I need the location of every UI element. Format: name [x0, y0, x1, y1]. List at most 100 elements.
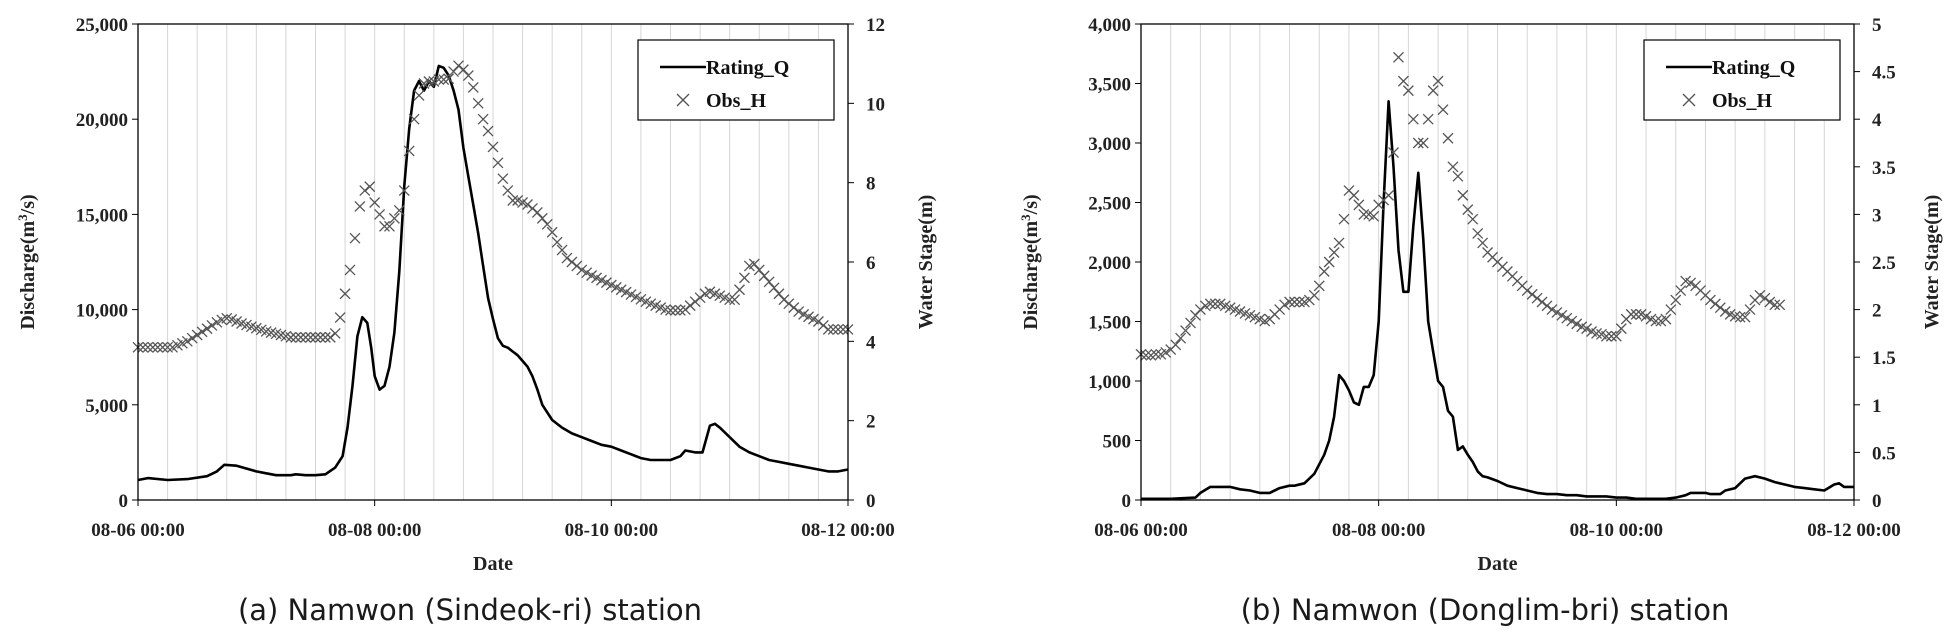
- obs-h-point: [290, 331, 302, 343]
- obs-h-point: [817, 320, 829, 331]
- obs-h-point: [379, 220, 390, 232]
- chart-a-obs-h-markers: [132, 60, 854, 353]
- obs-h-point: [1625, 308, 1637, 320]
- obs-h-point: [142, 341, 154, 353]
- obs-h-point: [300, 331, 312, 343]
- obs-h-point: [1284, 296, 1296, 308]
- obs-h-point: [1704, 294, 1716, 306]
- obs-h-point: [295, 331, 307, 343]
- x-tick-label: 08-12 00:00: [801, 520, 894, 541]
- chart-b-legend-box: [1643, 39, 1841, 121]
- y2-tick-label: 4.5: [1872, 63, 1896, 84]
- obs-h-point: [561, 252, 573, 264]
- obs-h-point: [788, 302, 800, 314]
- chart-b-y2-axis-title: Water Stage(m): [1921, 195, 1943, 330]
- obs-h-point: [783, 298, 795, 310]
- obs-h-point: [1358, 208, 1370, 220]
- obs-h-point: [1566, 315, 1578, 327]
- obs-h-point: [201, 323, 213, 335]
- y-tick-label: 15,000: [76, 205, 128, 226]
- y-tick-label: 2,500: [1088, 194, 1131, 215]
- obs-h-point: [393, 204, 405, 216]
- obs-h-point: [526, 202, 538, 214]
- obs-h-point: [398, 185, 410, 197]
- obs-h-point: [734, 284, 745, 296]
- obs-h-point: [181, 335, 193, 347]
- obs-h-point: [1571, 318, 1583, 330]
- obs-h-point: [768, 282, 780, 294]
- obs-h-point: [1739, 311, 1751, 323]
- y2-tick-label: 2.5: [1872, 253, 1896, 274]
- y2-tick-label: 3.5: [1872, 158, 1896, 179]
- obs-h-point: [388, 212, 400, 224]
- obs-h-point: [206, 320, 218, 331]
- obs-h-point: [305, 331, 317, 343]
- obs-h-point: [191, 329, 203, 341]
- obs-h-point: [1452, 170, 1464, 182]
- obs-h-point: [453, 60, 464, 72]
- obs-h-point: [1665, 304, 1677, 316]
- legend-x-stroke: [1682, 93, 1696, 107]
- obs-h-point: [467, 82, 479, 93]
- obs-h-point: [1675, 285, 1687, 297]
- obs-h-point: [1521, 285, 1533, 297]
- chart-b-legend-x-marker: [1682, 93, 1696, 107]
- obs-h-point: [679, 304, 691, 316]
- obs-h-point: [541, 218, 553, 230]
- obs-h-point: [1185, 317, 1196, 329]
- obs-h-point: [1175, 332, 1187, 344]
- obs-h-point: [1383, 189, 1395, 201]
- y-tick-label: 2,000: [1088, 253, 1131, 274]
- y-tick-label: 20,000: [76, 110, 128, 131]
- obs-h-point: [324, 331, 336, 343]
- obs-h-point: [1541, 300, 1553, 312]
- obs-h-point: [1551, 306, 1563, 318]
- obs-h-point: [763, 276, 775, 288]
- obs-h-point: [1610, 330, 1622, 342]
- chart-a-x-axis-title: Date: [473, 553, 513, 575]
- obs-h-point: [1338, 213, 1350, 225]
- obs-h-point: [1556, 309, 1568, 321]
- y2-tick-label: 5: [1872, 15, 1882, 36]
- obs-h-point: [1353, 199, 1365, 211]
- obs-h-point: [1407, 113, 1419, 125]
- obs-h-point: [1432, 75, 1444, 87]
- obs-h-point: [1467, 213, 1479, 225]
- y2-tick-label: 3: [1872, 205, 1882, 226]
- chart-a-legend-obs-h: Obs_H: [706, 90, 766, 112]
- y2-tick-label: 12: [866, 15, 885, 36]
- y2-tick-label: 6: [866, 253, 876, 274]
- chart-b-caption: (b) Namwon (Donglim-bri) station: [1241, 593, 1730, 627]
- obs-h-point: [344, 264, 356, 276]
- chart-donglim-bri: 0 500 1,000 1,500 2,000 2,500 3,000 3,500 4,000 0…: [1018, 15, 1944, 627]
- obs-h-point: [1209, 298, 1221, 310]
- obs-h-point: [812, 316, 824, 327]
- obs-h-point: [438, 74, 450, 85]
- obs-h-point: [477, 113, 489, 125]
- obs-h-point: [1333, 237, 1345, 249]
- obs-h-point: [684, 300, 696, 312]
- obs-h-point: [1774, 299, 1786, 311]
- obs-h-point: [1660, 313, 1672, 325]
- obs-h-point: [1204, 298, 1216, 310]
- y2-tick-label: 8: [866, 174, 876, 195]
- obs-h-point: [1447, 161, 1459, 173]
- obs-h-point: [364, 181, 376, 193]
- obs-h-point: [457, 64, 469, 76]
- obs-h-point: [576, 264, 588, 276]
- chart-a-rating-q-line: [137, 64, 849, 482]
- obs-h-point: [408, 113, 420, 125]
- y2-tick-label: 1: [1872, 396, 1882, 417]
- x-tick-label: 08-06 00:00: [91, 520, 184, 541]
- chart-a-caption: (a) Namwon (Sindeok-ri) station: [238, 593, 702, 627]
- chart-a-legend-box: [637, 39, 835, 121]
- obs-h-point: [423, 76, 435, 87]
- obs-h-point: [1289, 296, 1300, 308]
- chart-b-legend-rating-q: Rating_Q: [1712, 57, 1795, 79]
- y2-tick-label: 4: [1872, 110, 1882, 131]
- chart-b-y-axis-title: Discharge(m3/s): [1018, 194, 1043, 329]
- obs-h-point: [546, 226, 558, 238]
- obs-h-point: [729, 294, 741, 306]
- chart-b-x-axis-title: Date: [1478, 553, 1518, 575]
- obs-h-point: [433, 74, 445, 85]
